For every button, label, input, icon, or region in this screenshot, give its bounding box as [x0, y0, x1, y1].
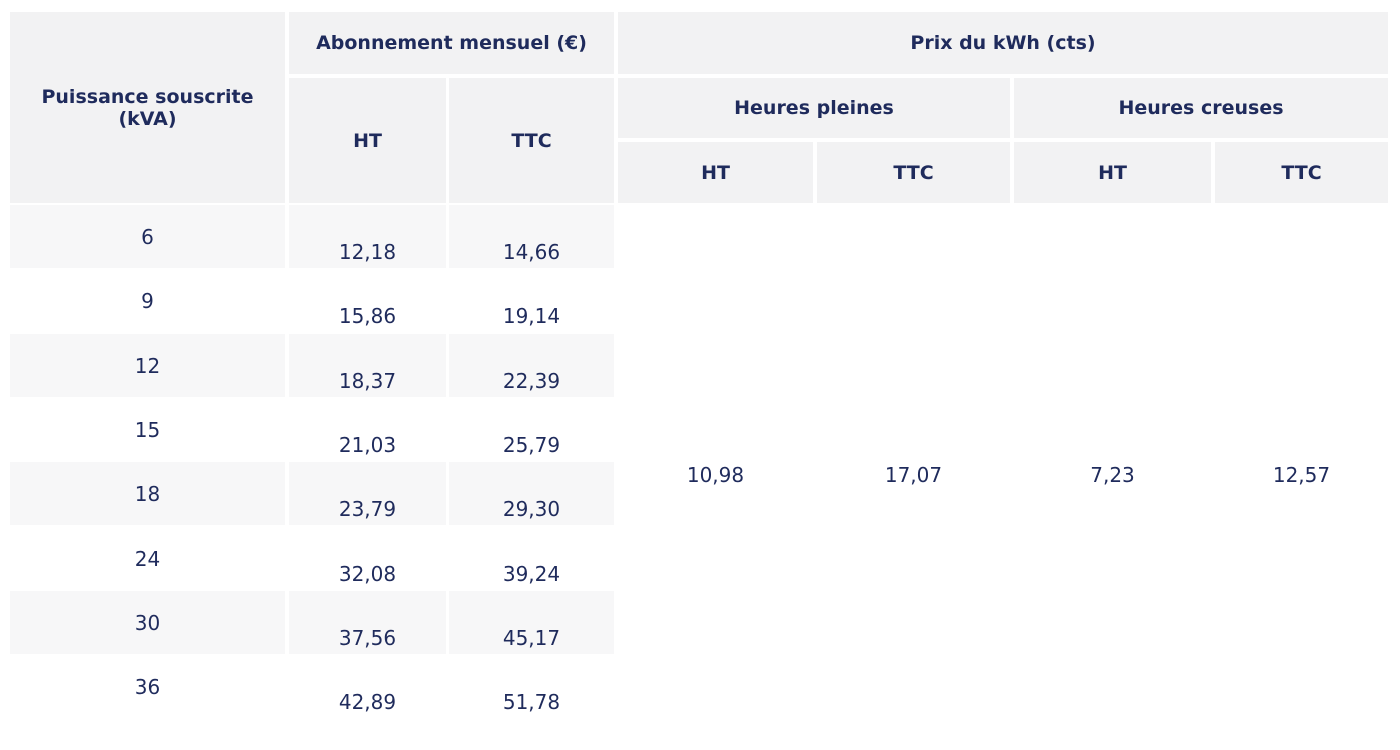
data-cell: 51,78 [449, 655, 614, 718]
price-cell: 10,98 [618, 205, 813, 750]
data-cell: 15 [10, 398, 285, 461]
data-cell: 9 [10, 269, 285, 332]
cell-text: 45,17 [502, 625, 561, 650]
header-cell: HT [289, 78, 446, 203]
price-cell: 17,07 [817, 205, 1010, 750]
cell-text: Prix du kWh (cts) [910, 32, 1096, 54]
data-cell: 14,66 [449, 205, 614, 268]
data-cell: 30 [10, 590, 285, 654]
cell-text: Heures creuses [1118, 97, 1284, 119]
cell-text: 51,78 [502, 690, 561, 715]
cell-text: 22,39 [502, 368, 561, 393]
cell-text: 24 [134, 546, 161, 571]
cell-text: TTC [511, 129, 552, 152]
data-cell: 15,86 [289, 269, 446, 332]
cell-text: 17,07 [884, 463, 943, 487]
data-cell: 22,39 [449, 333, 614, 397]
header-cell: TTC [449, 78, 614, 203]
cell-text: 36 [134, 675, 161, 700]
cell-text: 19,14 [502, 304, 561, 329]
cell-text: 30 [134, 610, 161, 635]
header-cell: HT [1014, 142, 1211, 203]
cell-text: 39,24 [502, 561, 561, 586]
data-cell: 24 [10, 527, 285, 590]
cell-text: 42,89 [338, 690, 397, 715]
data-cell: 6 [10, 205, 285, 268]
cell-text: 15 [134, 417, 161, 442]
cell-text: HT [701, 161, 730, 184]
header-cell: Heures pleines [618, 78, 1010, 138]
cell-text: 32,08 [338, 561, 397, 586]
cell-text: 12,18 [338, 240, 397, 264]
data-cell: 19,14 [449, 269, 614, 332]
cell-text: 29,30 [502, 497, 561, 522]
cell-text: 9 [141, 289, 154, 314]
header-cell: Heures creuses [1014, 78, 1388, 138]
data-cell: 12 [10, 333, 285, 397]
data-cell: 25,79 [449, 398, 614, 461]
cell-text: TTC [1281, 161, 1322, 184]
cell-text: 18 [134, 482, 161, 507]
data-cell: 18 [10, 462, 285, 526]
cell-text: 10,98 [686, 463, 745, 487]
header-cell: TTC [817, 142, 1010, 203]
cell-text: 7,23 [1090, 463, 1135, 487]
cell-text: 37,56 [338, 625, 397, 650]
cell-text: 23,79 [338, 497, 397, 522]
header-cell: Puissance souscrite (kVA) [10, 12, 285, 203]
cell-text: 14,66 [502, 240, 561, 264]
data-cell: 39,24 [449, 527, 614, 590]
data-cell: 21,03 [289, 398, 446, 461]
cell-text: Heures pleines [734, 97, 894, 119]
price-cell: 7,23 [1014, 205, 1211, 750]
data-cell: 23,79 [289, 462, 446, 526]
data-cell: 36 [10, 655, 285, 718]
cell-text: 15,86 [338, 304, 397, 329]
cell-text: HT [1098, 161, 1127, 184]
cell-text: 12,57 [1272, 463, 1331, 487]
header-cell: TTC [1215, 142, 1388, 203]
header-cell: Abonnement mensuel (€) [289, 12, 614, 74]
data-cell: 12,18 [289, 205, 446, 268]
data-cell: 42,89 [289, 655, 446, 718]
cell-text: Puissance souscrite (kVA) [41, 85, 254, 130]
cell-text: 6 [141, 225, 154, 249]
cell-text: 21,03 [338, 432, 397, 457]
header-cell: HT [618, 142, 813, 203]
data-cell: 37,56 [289, 590, 446, 654]
cell-text: 12 [134, 353, 161, 378]
cell-text: 18,37 [338, 368, 397, 393]
cell-text: 25,79 [502, 432, 561, 457]
cell-text: Abonnement mensuel (€) [316, 32, 587, 54]
data-cell: 29,30 [449, 462, 614, 526]
data-cell: 32,08 [289, 527, 446, 590]
header-cell: Prix du kWh (cts) [618, 12, 1388, 74]
data-cell: 45,17 [449, 590, 614, 654]
cell-text: HT [353, 129, 382, 152]
price-cell: 12,57 [1215, 205, 1388, 750]
data-cell: 18,37 [289, 333, 446, 397]
cell-text: TTC [893, 161, 934, 184]
